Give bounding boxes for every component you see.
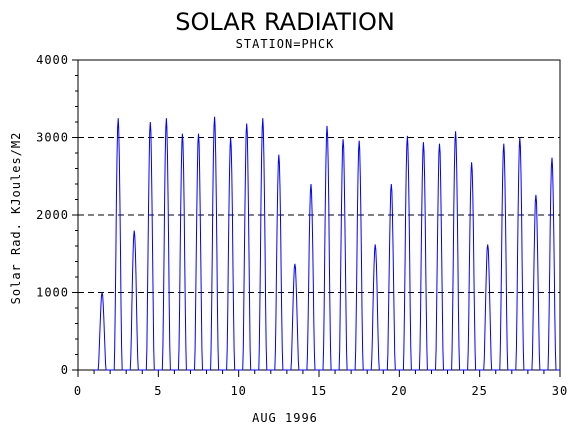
x-tick-label: 0 <box>74 384 82 398</box>
x-tick-label: 30 <box>552 384 568 398</box>
y-tick-label: 1000 <box>36 286 69 300</box>
chart-subtitle: STATION=PHCK <box>236 37 335 51</box>
x-tick-label: 20 <box>391 384 407 398</box>
y-axis-ticks: 0 1000 2000 3000 4000 <box>36 53 78 377</box>
series-line <box>94 116 560 371</box>
x-axis-label: AUG 1996 <box>252 411 318 425</box>
chart-title: SOLAR RADIATION <box>175 8 395 36</box>
grid-lines <box>78 59 560 293</box>
y-tick-label: 3000 <box>36 131 69 145</box>
y-axis-label: Solar Rad. KJoules/M2 <box>9 132 23 305</box>
series-group <box>94 116 560 371</box>
x-axis-ticks: 0 5 10 15 20 25 30 <box>74 370 568 398</box>
y-minor-ticks <box>75 75 78 355</box>
y-tick-label: 0 <box>61 363 69 377</box>
x-tick-label: 25 <box>471 384 487 398</box>
y-tick-label: 4000 <box>36 53 69 67</box>
x-tick-label: 15 <box>311 384 327 398</box>
x-tick-label: 5 <box>154 384 162 398</box>
x-tick-label: 10 <box>230 384 246 398</box>
y-tick-label: 2000 <box>36 208 69 222</box>
